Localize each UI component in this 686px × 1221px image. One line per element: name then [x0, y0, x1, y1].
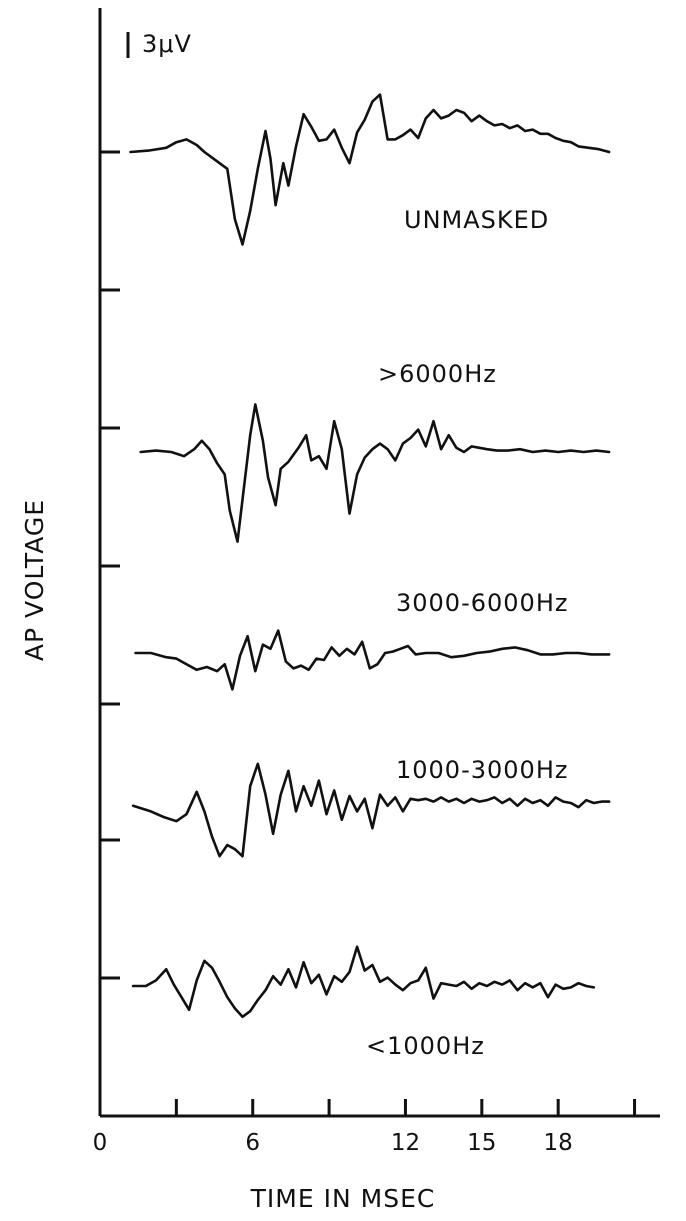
y-axis-title: AP VOLTAGE	[20, 499, 49, 661]
scale-bar-label: 3μV	[142, 30, 192, 58]
trace-2	[134, 629, 611, 691]
x-axis-ticks: 0 6 12 15 18	[93, 1099, 637, 1156]
trace-label-1: >6000Hz	[378, 360, 497, 388]
trace-label-4: <1000Hz	[366, 1032, 485, 1060]
trace-0	[129, 93, 611, 246]
x-tick-label-2: 6	[245, 1130, 260, 1156]
trace-3	[131, 762, 611, 858]
trace-label-3: 1000-3000Hz	[396, 756, 568, 784]
x-tick-label-6: 18	[544, 1130, 573, 1156]
trace-group: UNMASKED >6000Hz 3000-6000Hz 1000-3000Hz <10…	[129, 93, 611, 1060]
trace-4	[131, 945, 596, 1019]
y-axis-ticks	[100, 150, 120, 980]
trace-label-0: UNMASKED	[404, 206, 549, 234]
trace-1	[139, 403, 611, 543]
x-axis-title: TIME IN MSEC	[250, 1184, 436, 1213]
trace-label-2: 3000-6000Hz	[396, 589, 568, 617]
x-tick-label-4: 12	[391, 1130, 420, 1156]
x-tick-label-5: 15	[467, 1130, 496, 1156]
axes	[98, 8, 660, 1118]
x-tick-label-0: 0	[93, 1130, 108, 1156]
